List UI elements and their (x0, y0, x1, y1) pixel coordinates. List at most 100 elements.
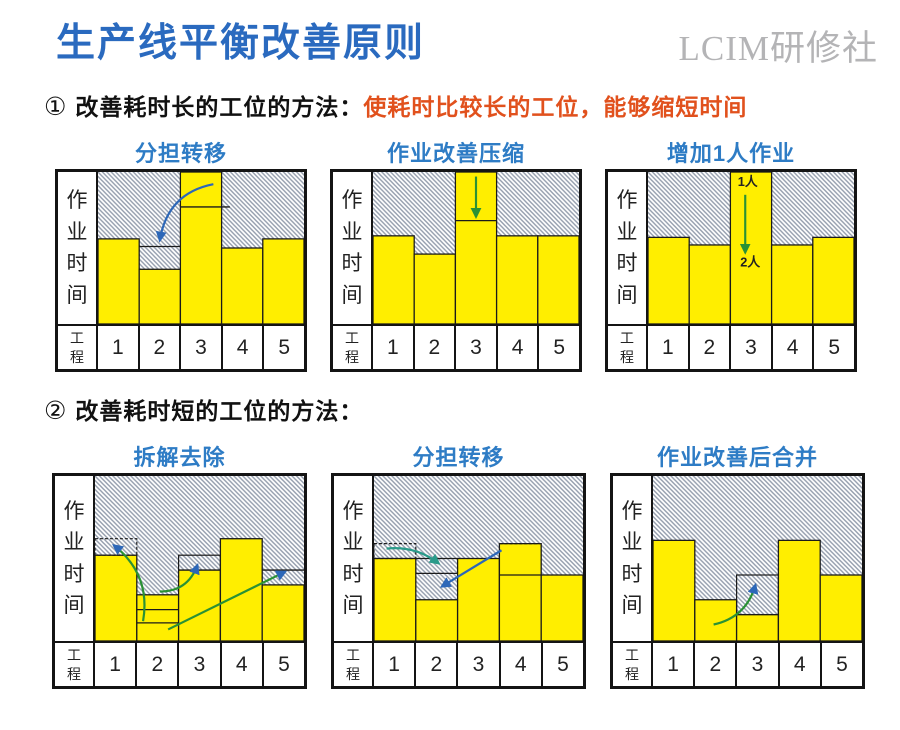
x-axis-label: 工程 (58, 324, 98, 369)
bar-process-2 (138, 268, 182, 324)
process-number-cell: 1 (109, 652, 121, 676)
process-number-cell: 5 (537, 326, 579, 369)
x-axis-label-text: 工程 (66, 647, 81, 682)
process-number-cell: 3 (177, 643, 219, 686)
process-number-cell: 5 (540, 643, 583, 686)
y-axis-label-text: 作业时间 (621, 499, 643, 618)
section-2-heading: ② 改善耗时短的工位的方法： (44, 392, 363, 426)
bar-plot (373, 172, 579, 324)
bar-process-3 (179, 172, 223, 324)
section-1-heading: ① 改善耗时长的工位的方法：使耗时比较长的工位，能够缩短时间 (44, 88, 747, 122)
section-1-number: ① (44, 93, 68, 121)
bar-plot: 1人 2人 (648, 172, 854, 324)
process-number-cell: 1 (388, 652, 400, 676)
transfer-arrow (386, 547, 441, 565)
bar-process-2 (415, 599, 459, 641)
x-axis-label: 工程 (613, 641, 653, 686)
x-axis-label-text: 工程 (69, 330, 84, 365)
bar-process-5 (261, 584, 304, 641)
bar-chart-svg: 1人 2人 (648, 172, 854, 324)
bar-process-3 (735, 613, 780, 641)
bar-chart-svg (374, 476, 583, 641)
process-number-cell: 3 (179, 326, 221, 369)
process-number-cell: 1 (667, 652, 679, 676)
y-axis-label-text: 作业时间 (63, 499, 85, 618)
annotation-text: 2人 (740, 255, 760, 270)
bar-chart-svg (653, 476, 862, 641)
bar-process-3 (729, 172, 773, 324)
bar-process-4 (495, 235, 539, 324)
process-number-cell: 1 (111, 335, 124, 359)
process-number-cell: 2 (137, 326, 180, 369)
y-axis-label-text: 作业时间 (342, 499, 364, 618)
process-number-cell: 4 (220, 326, 263, 369)
y-axis-label: 作业时间 (333, 172, 373, 324)
process-number-cell: 4 (498, 643, 541, 686)
bar-process-2 (694, 599, 738, 641)
bar-process-2 (688, 244, 732, 324)
bar-process-3 (456, 557, 501, 641)
process-number-cell: 3 (735, 643, 777, 686)
y-axis-label: 作业时间 (334, 476, 374, 641)
watermark-text: LCIM研修社 (678, 29, 878, 68)
bar-chart-svg (373, 172, 579, 324)
bar-process-1 (374, 557, 417, 641)
process-number-cell: 4 (770, 326, 813, 369)
transfer-arrow (112, 543, 146, 622)
bar-chart-svg (95, 476, 304, 641)
bar-process-4 (219, 538, 263, 641)
bar-chart-svg (98, 172, 304, 324)
chart-title: 作业改善压缩 (386, 141, 525, 166)
y-axis-label: 作业时间 (613, 476, 653, 641)
process-number-cell: 5 (262, 326, 304, 369)
x-axis-label: 工程 (333, 324, 373, 369)
bar-process-1 (653, 539, 696, 641)
process-number-cell: 5 (261, 643, 304, 686)
bar-process-5 (819, 574, 862, 641)
transfer-arrow (167, 570, 288, 631)
chart-title: 增加1人作业 (666, 141, 796, 166)
bar-process-3 (177, 569, 222, 641)
y-axis-label-text: 作业时间 (341, 189, 363, 307)
x-axis-label-text: 工程 (624, 647, 639, 682)
bar-plot (95, 476, 304, 641)
transfer-arrow (155, 183, 214, 243)
chart-title: 分担转移 (134, 141, 227, 166)
y-axis-label-text: 作业时间 (66, 189, 88, 307)
bar-process-5 (540, 574, 583, 641)
process-number-cell: 2 (135, 643, 177, 686)
bar-process-2 (413, 253, 457, 324)
bar-process-1 (373, 235, 415, 324)
process-number-cell: 3 (729, 326, 771, 369)
removed-work-outline (374, 543, 417, 560)
section-1-text: 改善耗时长的工位的方法： (75, 94, 364, 120)
bar-process-1 (648, 236, 690, 324)
process-number-cell: 5 (812, 326, 854, 369)
y-axis-label-text: 作业时间 (616, 189, 638, 307)
x-axis-label: 工程 (334, 641, 374, 686)
section-1-highlight: 使耗时比较长的工位，能够缩短时间 (363, 94, 748, 120)
bar-plot (374, 476, 583, 641)
process-number-cell: 3 (456, 643, 498, 686)
x-axis-label-text: 工程 (619, 330, 634, 365)
annotation-text: 1人 (738, 174, 758, 189)
section-2-number: ② (44, 397, 68, 425)
process-number-cell: 1 (386, 335, 399, 359)
chart-title: 作业改善后合并 (656, 445, 818, 470)
y-axis-label: 作业时间 (55, 476, 95, 641)
process-number-cell: 2 (693, 643, 735, 686)
